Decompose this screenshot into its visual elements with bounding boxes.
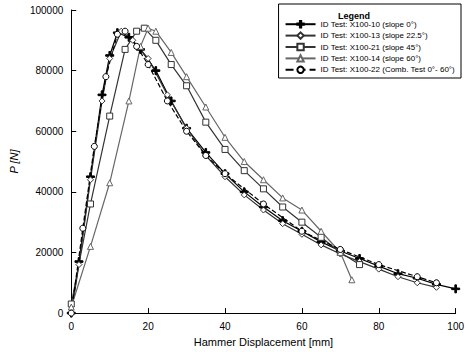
svg-text:100000: 100000 bbox=[30, 5, 64, 16]
svg-text:ID Test: X100-21 (slope 45°): ID Test: X100-21 (slope 45°) bbox=[321, 43, 422, 52]
svg-text:20000: 20000 bbox=[35, 247, 63, 258]
svg-text:20: 20 bbox=[143, 321, 155, 332]
svg-text:Legend: Legend bbox=[338, 11, 370, 21]
svg-text:ID Test: X100-22 (Comb. Test 0: ID Test: X100-22 (Comb. Test 0°- 60°) bbox=[321, 65, 455, 74]
svg-text:0: 0 bbox=[68, 321, 74, 332]
svg-text:P [N]: P [N] bbox=[8, 149, 20, 174]
svg-text:60: 60 bbox=[296, 321, 308, 332]
svg-text:80: 80 bbox=[373, 321, 385, 332]
svg-text:ID Test: X100-10 (slope 0°): ID Test: X100-10 (slope 0°) bbox=[321, 20, 417, 29]
svg-text:ID Test: X100-14 (slope 60°): ID Test: X100-14 (slope 60°) bbox=[321, 54, 422, 63]
svg-text:40000: 40000 bbox=[35, 186, 63, 197]
svg-text:40: 40 bbox=[219, 321, 231, 332]
svg-text:Hammer Displacement [mm]: Hammer Displacement [mm] bbox=[194, 336, 333, 348]
svg-text:60000: 60000 bbox=[35, 126, 63, 137]
svg-text:0: 0 bbox=[58, 308, 64, 319]
svg-text:ID Test: X100-13 (slope 22.5°): ID Test: X100-13 (slope 22.5°) bbox=[321, 31, 428, 40]
svg-text:80000: 80000 bbox=[35, 65, 63, 76]
svg-text:100: 100 bbox=[447, 321, 464, 332]
